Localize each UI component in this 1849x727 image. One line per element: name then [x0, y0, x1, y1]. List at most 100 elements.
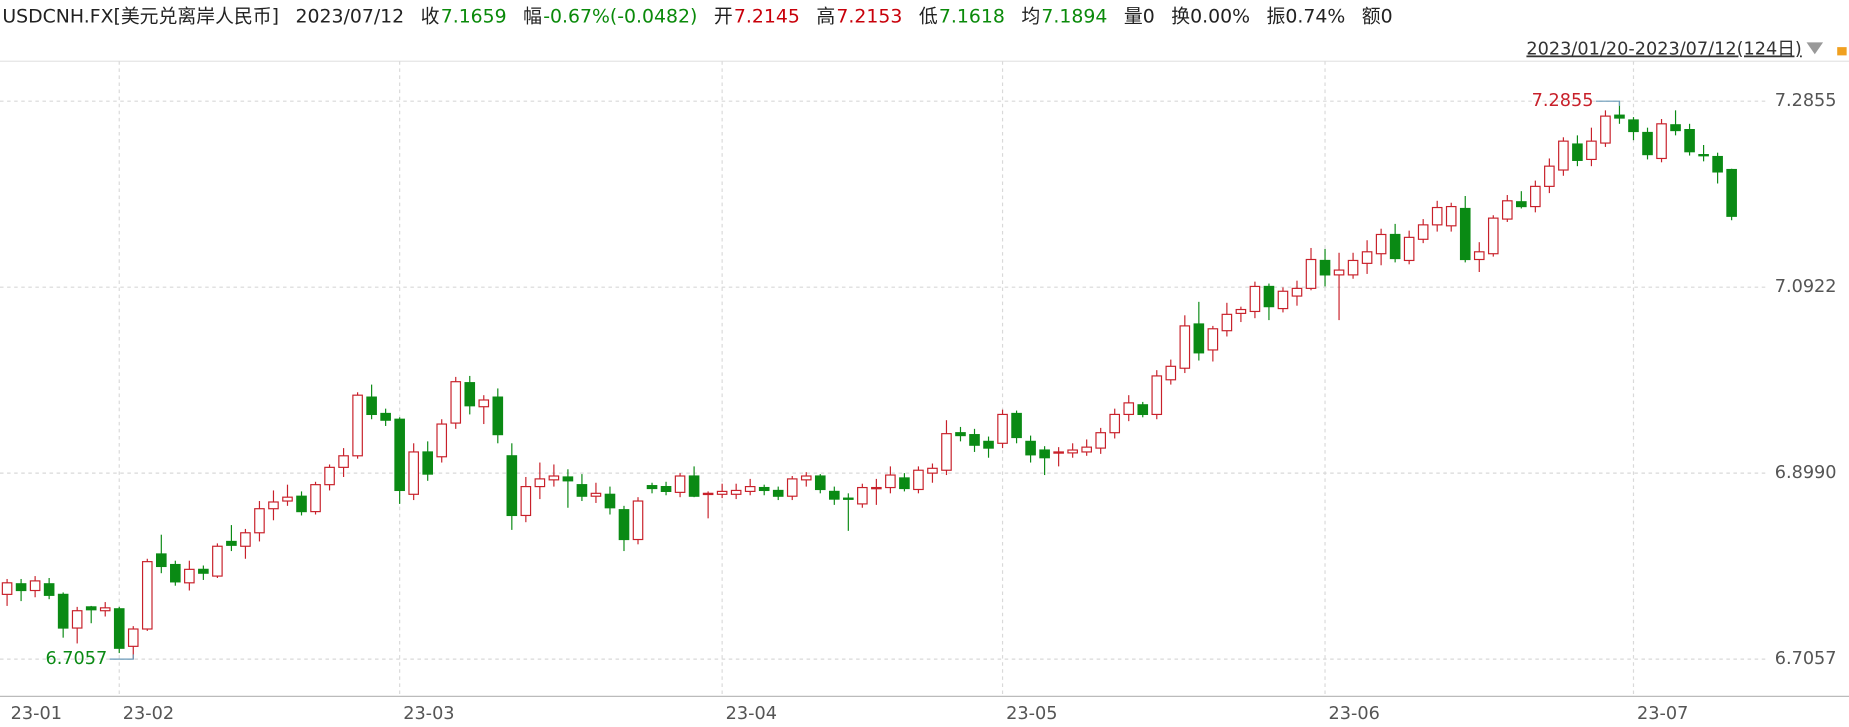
candle-body: [324, 466, 335, 486]
candle-body: [184, 568, 195, 584]
min-label: 6.7057: [45, 649, 107, 669]
candle-body: [422, 451, 434, 475]
candle-body: [1530, 185, 1541, 208]
x-tick-label: 23-03: [403, 704, 454, 724]
candle-body: [1193, 323, 1205, 354]
candle-body: [1670, 124, 1681, 132]
candle-body: [604, 493, 616, 509]
candle-body: [1263, 285, 1275, 308]
candle-body: [660, 486, 672, 492]
candle-body: [1656, 123, 1667, 160]
candle-body: [1459, 207, 1471, 261]
candle-body: [1179, 325, 1191, 369]
candle-body: [1347, 259, 1359, 276]
candle-body: [562, 476, 574, 482]
candle-body: [730, 489, 742, 495]
candle-body: [408, 451, 419, 495]
candle-body: [534, 478, 546, 488]
candle-body: [1403, 236, 1415, 262]
header: USDCNH.FX[美元兑离岸人民币] 2023/07/12 收7.1659 幅-0.…: [2, 5, 1392, 27]
candle-body: [113, 608, 125, 649]
candle-body: [1473, 251, 1485, 261]
x-tick-label: 23-04: [726, 704, 777, 724]
candle-body: [997, 413, 1008, 444]
candle-body: [71, 610, 83, 629]
header-item: 开: [714, 6, 733, 27]
candle-body: [1221, 313, 1233, 332]
candle-body: [296, 495, 307, 513]
x-tick-label: 23-01: [11, 704, 62, 724]
candle-body: [1291, 287, 1303, 297]
range-label[interactable]: 2023/01/20-2023/07/12(124日): [1526, 39, 1801, 59]
candle-body: [1305, 258, 1317, 289]
icon: [1837, 47, 1847, 56]
candle-body: [282, 496, 293, 502]
candle-body: [786, 478, 798, 497]
candle-body: [1684, 129, 1695, 153]
header-item: -0.67%(-0.0482): [543, 6, 697, 27]
candle-body: [394, 418, 405, 492]
candle-body: [548, 475, 560, 481]
candle-body: [43, 583, 55, 596]
candle-body: [702, 492, 714, 496]
header-item: 额0: [1362, 5, 1393, 27]
candle-body: [1487, 217, 1499, 255]
header-item: 7.1894: [1041, 6, 1107, 27]
candle-body: [885, 474, 896, 489]
candle-body: [913, 469, 924, 491]
candle-body: [955, 432, 966, 437]
candle-body: [1417, 224, 1429, 240]
header-item: 高: [816, 5, 835, 27]
candle-body: [1389, 233, 1401, 260]
candle-body: [1600, 115, 1611, 144]
candle-body: [871, 486, 882, 490]
candle-body: [969, 434, 980, 446]
candle-body: [1445, 205, 1457, 227]
candle-body: [99, 607, 111, 612]
candle-body: [1277, 290, 1289, 310]
candle-body: [1319, 259, 1331, 276]
candle-body: [941, 433, 952, 471]
candle-body: [758, 486, 770, 492]
max-pointer: [1595, 100, 1621, 106]
candle-body: [212, 545, 223, 577]
candle-body: [85, 606, 97, 611]
candle-body: [1431, 206, 1443, 226]
candle-body: [1333, 269, 1345, 276]
header-item: 幅: [523, 5, 542, 27]
candle-body: [141, 561, 153, 630]
candle-body: [1081, 446, 1092, 453]
header-item: USDCNH.FX[美元兑离岸人民币]: [2, 5, 279, 27]
dropdown-arrow[interactable]: [1806, 42, 1824, 55]
candle-body: [1, 582, 13, 595]
header-item: 量0: [1124, 6, 1155, 27]
candle-body: [240, 532, 251, 547]
candle-body: [983, 440, 994, 449]
candle-body: [899, 477, 910, 490]
max-label: 7.2855: [1532, 91, 1594, 111]
candle-body: [29, 580, 41, 592]
candle-body: [688, 475, 700, 497]
candle-body: [843, 497, 854, 500]
candle-body: [338, 455, 349, 468]
candle-body: [198, 568, 209, 574]
candle-body: [268, 501, 279, 510]
candle-body: [590, 492, 602, 497]
candle-body: [15, 583, 27, 592]
x-tick-label: 23-06: [1329, 704, 1380, 724]
candle-body: [800, 475, 812, 481]
x-tick-label: 23-05: [1006, 704, 1057, 724]
candle-body: [1698, 154, 1709, 157]
candle-body: [1053, 451, 1064, 454]
candle-body: [1361, 251, 1373, 264]
candle-body: [1137, 404, 1149, 416]
header-item: 低: [919, 5, 938, 27]
header-item: 振0.74%: [1267, 5, 1346, 27]
candle-body: [1712, 155, 1723, 173]
candle-body: [520, 486, 532, 517]
candle-body: [814, 475, 826, 491]
header-item: 2023/07/12: [296, 6, 405, 27]
candle-body: [1375, 233, 1387, 255]
candle-body: [1165, 365, 1177, 381]
